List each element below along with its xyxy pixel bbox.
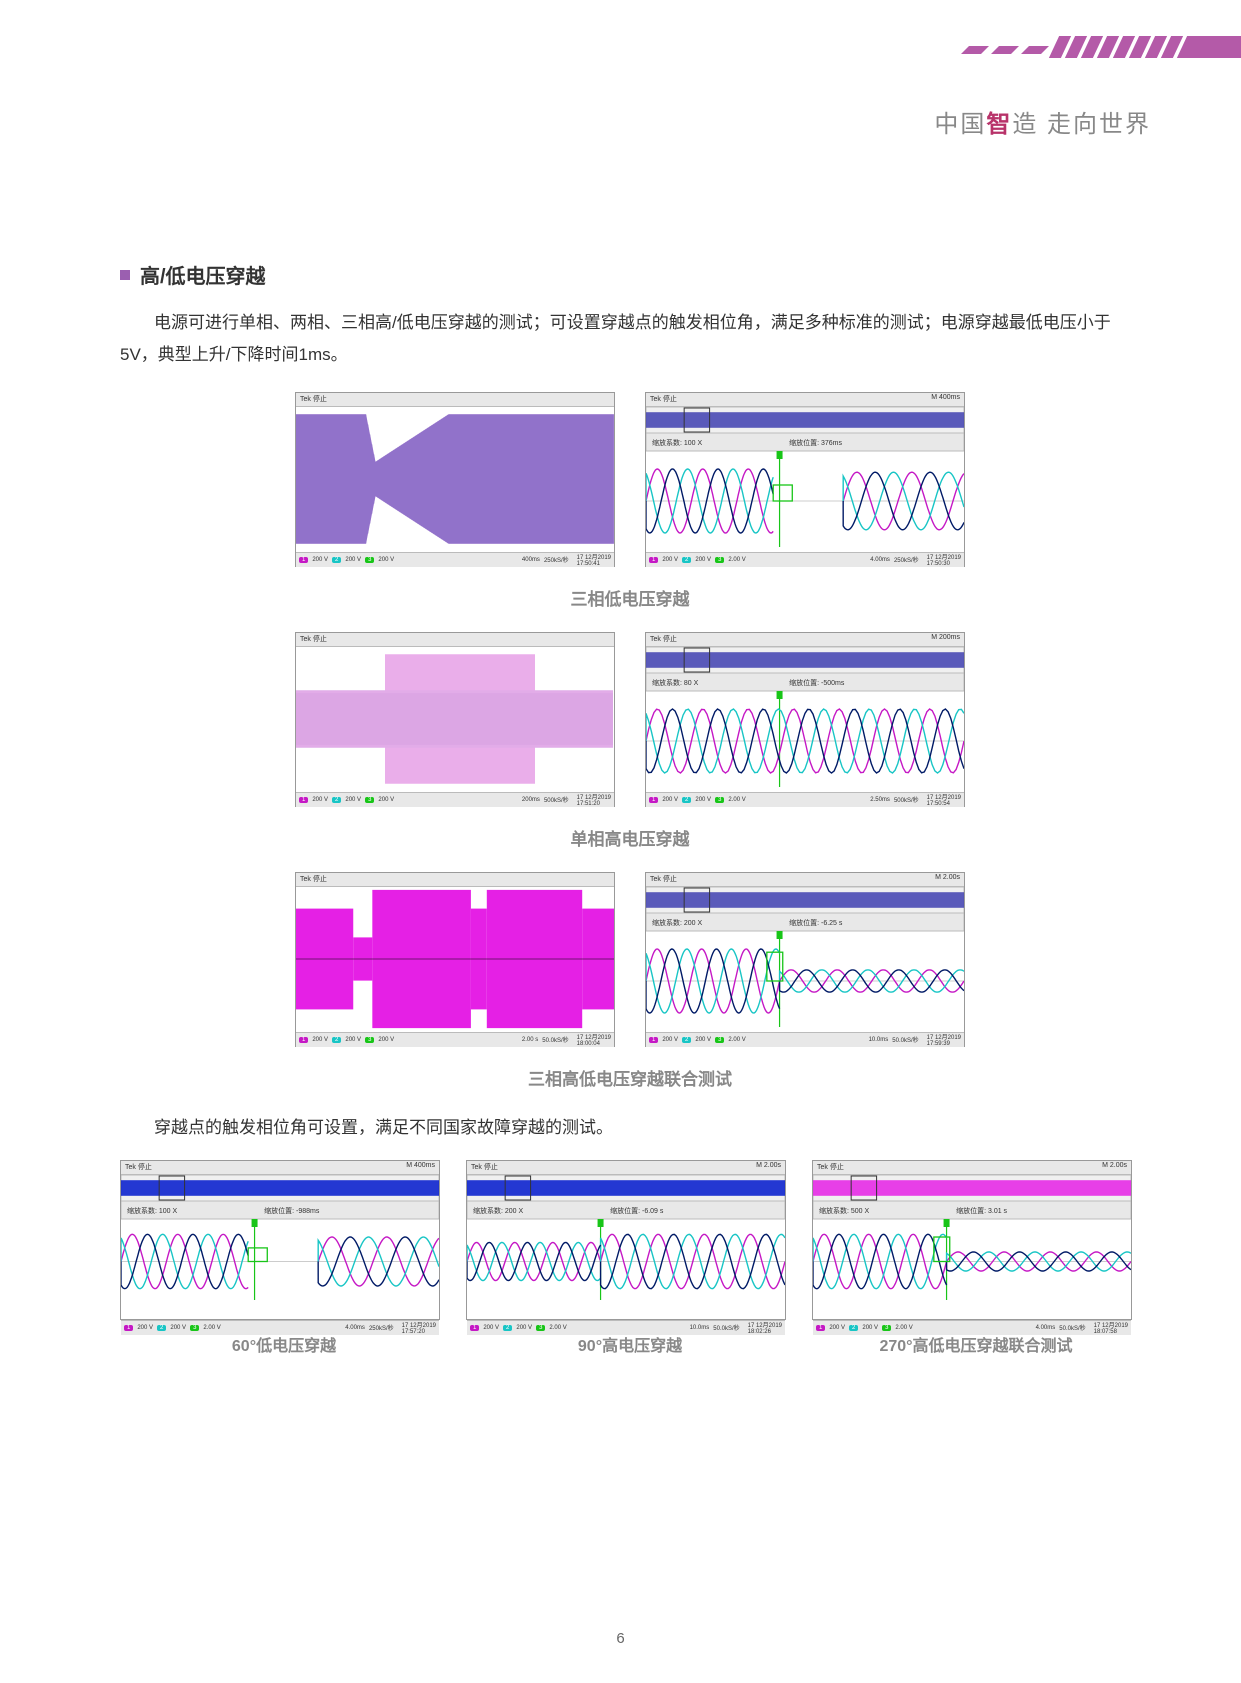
svg-text:缩放系数: 100 X: 缩放系数: 100 X (652, 438, 703, 447)
row-caption: 单相高电压穿越 (120, 825, 1140, 850)
scope-footer: 1200 V 2200 V 32.00 V 4.00ms 250kS/秒 17 … (646, 552, 964, 567)
scope-header: Tek 停止M 2.00s (467, 1161, 785, 1175)
scope-header: Tek 停止 (296, 873, 614, 887)
oscilloscope-panel: Tek 停止 1200 V 2200 V 3200 V 200ms 500kS/… (295, 632, 615, 807)
scope-caption: 270°高低电压穿越联合测试 (812, 1332, 1140, 1356)
svg-text:缩放位置: -988ms: 缩放位置: -988ms (264, 1206, 320, 1215)
scope-waveform: 缩放系数: 200 X 缩放位置: -6.25 s (646, 887, 964, 1032)
scope-header: Tek 停止 (296, 633, 614, 647)
scope-footer: 1200 V 2200 V 3200 V 200ms 500kS/秒 17 12… (296, 792, 614, 807)
scope-header: Tek 停止M 400ms (646, 393, 964, 407)
scope-footer: 1200 V 2200 V 3200 V 2.00 s 50.0kS/秒 17 … (296, 1032, 614, 1047)
scope-header: Tek 停止M 400ms (121, 1161, 439, 1175)
row-caption: 三相低电压穿越 (120, 585, 1140, 610)
scope-column: Tek 停止M 2.00s 缩放系数: 500 X 缩放位置: 3.01 s 12… (812, 1160, 1140, 1356)
svg-text:缩放系数: 80 X: 缩放系数: 80 X (652, 678, 699, 687)
main-content: 高/低电压穿越 电源可进行单相、两相、三相高/低电压穿越的测试；可设置穿越点的触… (120, 260, 1140, 1362)
bullet-icon (120, 270, 130, 280)
section-heading: 高/低电压穿越 (120, 260, 1140, 289)
oscilloscope-panel: Tek 停止M 2.00s 缩放系数: 200 X缩放位置: -6.09 s 1… (466, 1160, 786, 1320)
scope-footer: 1200 V 2200 V 32.00 V 10.0ms 50.0kS/秒 17… (467, 1320, 785, 1335)
intro-paragraph: 电源可进行单相、两相、三相高/低电压穿越的测试；可设置穿越点的触发相位角，满足多… (120, 307, 1140, 372)
scope-header: Tek 停止 (296, 393, 614, 407)
scope-column: Tek 停止M 400ms 缩放系数: 100 X 缩放位置: -988ms 12… (120, 1160, 448, 1356)
row-caption: 三相高低电压穿越联合测试 (120, 1065, 1140, 1090)
header-decoration (961, 32, 1241, 60)
scope-footer: 1200 V 2200 V 32.00 V 4.00ms 50.0kS/秒 17… (813, 1320, 1131, 1335)
scope-header: Tek 停止M 2.00s (813, 1161, 1131, 1175)
svg-text:缩放位置: -6.09 s: 缩放位置: -6.09 s (610, 1206, 664, 1215)
oscilloscope-panel: Tek 停止M 200ms 缩放系数: 80 X 缩放位置: -500ms 120… (645, 632, 965, 807)
paragraph-2: 穿越点的触发相位角可设置，满足不同国家故障穿越的测试。 (120, 1112, 1140, 1144)
oscilloscope-panel: Tek 停止M 400ms 缩放系数: 100 X 缩放位置: 376ms 120… (645, 392, 965, 567)
scope-waveform: 缩放系数: 100 X 缩放位置: -988ms (121, 1175, 439, 1320)
oscilloscope-panel: Tek 停止 1200 V 2200 V 3200 V 2.00 s 50.0k… (295, 872, 615, 1047)
scope-header: Tek 停止M 200ms (646, 633, 964, 647)
svg-text:缩放位置: 376ms: 缩放位置: 376ms (789, 438, 842, 447)
section-title-text: 高/低电压穿越 (140, 260, 266, 289)
scope-waveform: 缩放系数: 100 X 缩放位置: 376ms (646, 407, 964, 552)
scope-row: Tek 停止 1200 V 2200 V 3200 V 200ms 500kS/… (120, 632, 1140, 807)
svg-text:缩放位置: -500ms: 缩放位置: -500ms (789, 678, 845, 687)
oscilloscope-panel: Tek 停止M 2.00s 缩放系数: 200 X 缩放位置: -6.25 s 1… (645, 872, 965, 1047)
svg-text:缩放系数: 200 X: 缩放系数: 200 X (473, 1206, 524, 1215)
oscilloscope-panel: Tek 停止M 2.00s 缩放系数: 500 X缩放位置: 3.01 s 12… (812, 1160, 1132, 1320)
scope-waveform (296, 647, 614, 792)
scope-column: Tek 停止M 2.00s 缩放系数: 200 X 缩放位置: -6.09 s 1… (466, 1160, 794, 1356)
scope-waveform: 缩放系数: 500 X 缩放位置: 3.01 s (813, 1175, 1131, 1320)
oscilloscope-panel: Tek 停止 1200 V 2200 V 3200 V 400ms 250kS/… (295, 392, 615, 567)
svg-text:缩放位置: 3.01 s: 缩放位置: 3.01 s (956, 1206, 1007, 1215)
scope-caption: 60°低电压穿越 (120, 1332, 448, 1356)
scope-footer: 1200 V 2200 V 32.00 V 10.0ms 50.0kS/秒 17… (646, 1032, 964, 1047)
scope-header: Tek 停止M 2.00s (646, 873, 964, 887)
scope-waveform (296, 407, 614, 552)
svg-text:缩放位置: -6.25 s: 缩放位置: -6.25 s (789, 918, 843, 927)
scope-footer: 1200 V 2200 V 32.00 V 4.00ms 250kS/秒 17 … (121, 1320, 439, 1335)
scope-footer: 1200 V 2200 V 3200 V 400ms 250kS/秒 17 12… (296, 552, 614, 567)
scope-waveform (296, 887, 614, 1032)
page-number: 6 (616, 1630, 624, 1647)
slogan-text: 中国智造 走向世界 (934, 104, 1151, 139)
scope-caption: 90°高电压穿越 (466, 1332, 794, 1356)
oscilloscope-panel: Tek 停止M 400ms 缩放系数: 100 X缩放位置: -988ms 12… (120, 1160, 440, 1320)
scope-row: Tek 停止 1200 V 2200 V 3200 V 2.00 s 50.0k… (120, 872, 1140, 1047)
scope-waveform: 缩放系数: 200 X 缩放位置: -6.09 s (467, 1175, 785, 1320)
scope-footer: 1200 V 2200 V 32.00 V 2.50ms 500kS/秒 17 … (646, 792, 964, 807)
svg-text:缩放系数: 200 X: 缩放系数: 200 X (652, 918, 703, 927)
scope-waveform: 缩放系数: 80 X 缩放位置: -500ms (646, 647, 964, 792)
svg-text:缩放系数: 100 X: 缩放系数: 100 X (127, 1206, 178, 1215)
scope-row: Tek 停止 1200 V 2200 V 3200 V 400ms 250kS/… (120, 392, 1140, 567)
svg-text:缩放系数: 500 X: 缩放系数: 500 X (819, 1206, 870, 1215)
